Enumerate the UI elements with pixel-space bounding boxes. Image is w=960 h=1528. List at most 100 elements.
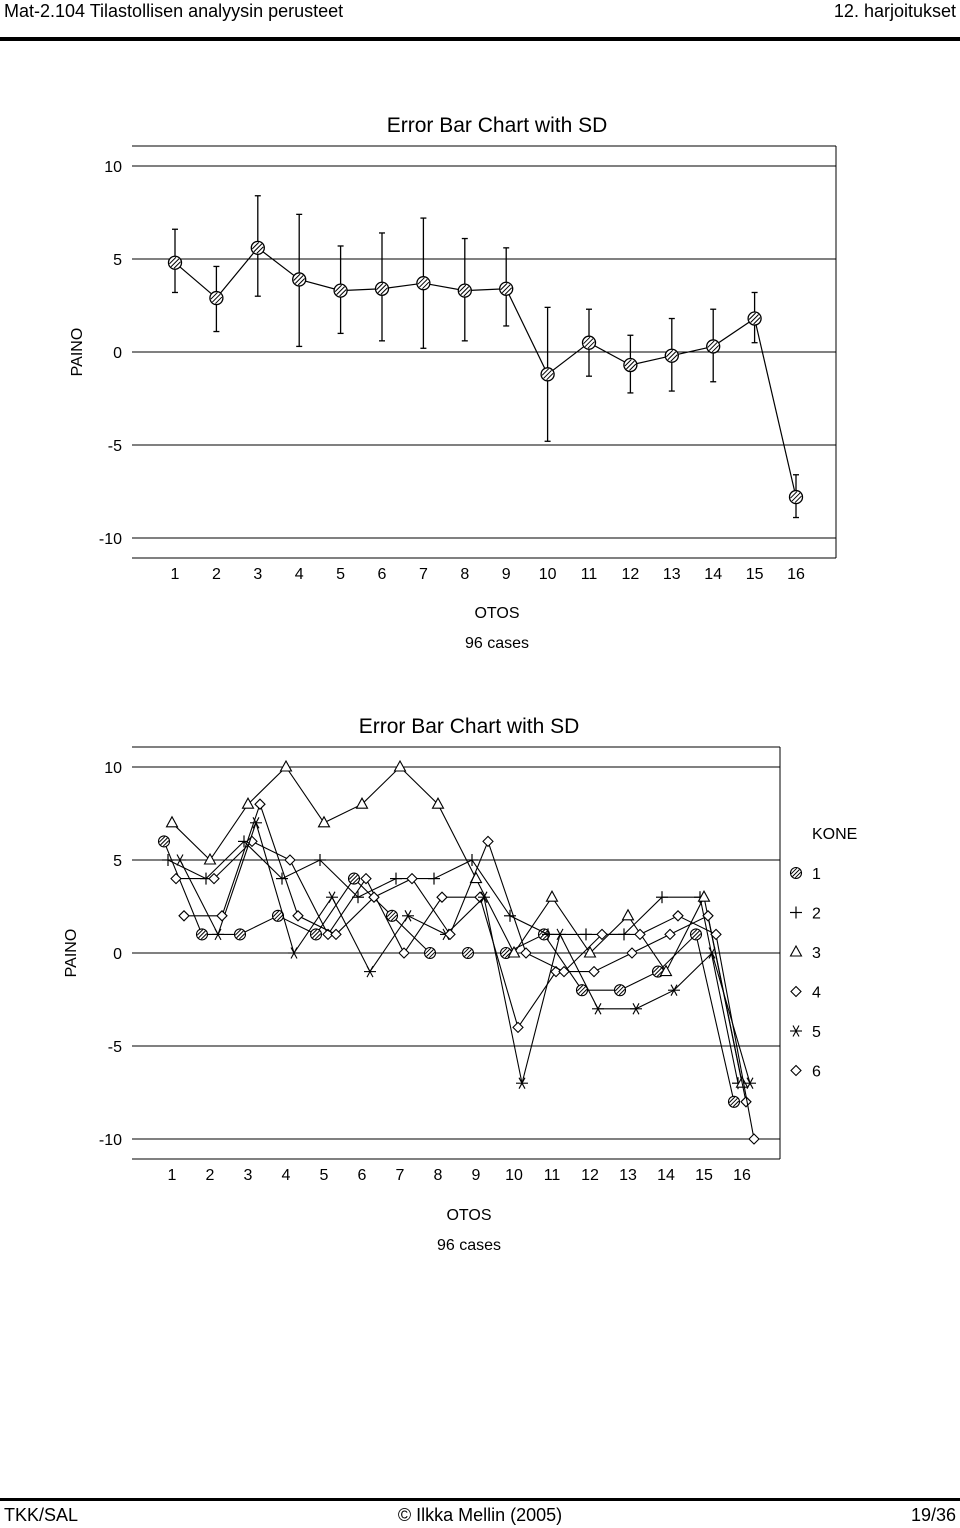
series-3-point: [355, 797, 369, 809]
series-6-point: [558, 965, 570, 978]
series-4-point: [208, 872, 220, 885]
mean-point: [664, 348, 679, 363]
series-2-point: [352, 891, 364, 904]
chart1-x-tick-label: 10: [539, 566, 557, 583]
series-5-point: [592, 1003, 604, 1015]
footer-divider: [0, 1498, 960, 1501]
series-1-point: [157, 835, 171, 848]
series-2-point: [504, 909, 516, 922]
series-4-point: [246, 835, 258, 848]
series-3-point: [203, 852, 217, 865]
legend-label-5: 5: [812, 1024, 821, 1041]
legend-marker-3: [789, 944, 803, 957]
chart1-x-tick-label: 11: [581, 566, 598, 583]
series-1-point: [347, 872, 361, 885]
series-1-point: [575, 984, 589, 997]
mean-line: [174, 247, 797, 498]
mean-point: [167, 255, 183, 270]
series-4-point: [398, 947, 410, 959]
header-course-title: Mat-2.104 Tilastollisen analyysin perust…: [4, 1, 344, 21]
chart1-y-tick-label: 5: [113, 252, 122, 269]
chart1-x-tick-label: 2: [212, 566, 221, 583]
series-5-point: [630, 1003, 642, 1015]
mean-point: [250, 240, 265, 255]
series-6-point: [216, 910, 228, 922]
series-4-line: [176, 840, 747, 1102]
chart1-case-count: 96 cases: [465, 635, 529, 652]
series-2-point: [466, 854, 478, 866]
series-4-point: [284, 854, 296, 866]
series-3-point: [317, 815, 331, 828]
series-2-point: [276, 872, 288, 885]
series-6-point: [520, 947, 532, 959]
chart2-x-tick-label: 3: [244, 1167, 253, 1184]
legend-marker-4: [790, 985, 802, 998]
series-6-point: [444, 928, 456, 941]
series-3-point: [241, 797, 255, 809]
chart2-x-tick-label: 8: [434, 1167, 443, 1184]
chart1-x-tick-label: 3: [253, 566, 262, 583]
series-6-point: [748, 1133, 760, 1145]
series-4-point: [512, 1021, 524, 1034]
series-1-point: [423, 946, 437, 960]
header-exercise-label: 12. harjoitukset: [833, 1, 956, 21]
chart1-y-tick-label: -5: [108, 438, 122, 455]
series-6-point: [672, 910, 684, 922]
series-1-point: [727, 1095, 741, 1108]
series-1-point: [613, 984, 627, 997]
mean-point: [747, 311, 762, 326]
mean-point: [623, 357, 638, 373]
series-5-point: [706, 947, 718, 959]
series-2-point: [656, 891, 668, 904]
series-3-point: [659, 964, 673, 977]
series-6-point: [292, 910, 304, 922]
legend-label-1: 1: [812, 866, 821, 883]
series-6-point: [406, 872, 418, 885]
series-5-point: [516, 1077, 528, 1089]
chart2-x-tick-label: 14: [657, 1167, 675, 1184]
series-5-point: [668, 984, 680, 996]
chart2-x-tick-label: 6: [358, 1167, 367, 1184]
series-6-point: [368, 891, 380, 903]
legend-marker-6: [790, 1064, 802, 1077]
series-4-point: [626, 947, 638, 959]
series-6-point: [330, 928, 342, 941]
series-5-point: [250, 817, 262, 829]
chart2-y-tick-label: 0: [113, 946, 122, 963]
chart1-x-tick-label: 4: [295, 566, 304, 583]
series-5-line: [179, 820, 751, 1084]
series-4-point: [664, 928, 676, 941]
series-2-point: [390, 872, 402, 885]
series-5-point: [326, 891, 338, 903]
mean-point: [209, 290, 224, 306]
series-3-point: [393, 759, 407, 772]
legend-label-3: 3: [812, 945, 821, 962]
series-2-point: [542, 928, 554, 941]
series-2-point: [314, 854, 326, 866]
mean-point: [333, 283, 348, 298]
chart2-y-axis-label: PAINO: [63, 929, 80, 978]
chart2-x-tick-label: 5: [320, 1167, 329, 1184]
chart1-y-tick-label: 0: [113, 345, 122, 362]
series-5-point: [744, 1077, 756, 1089]
series-3-point: [621, 908, 635, 921]
legend-marker-1: [789, 866, 803, 880]
chart1-x-tick-label: 13: [663, 566, 681, 583]
series-1-point: [195, 928, 209, 941]
series-6-line: [184, 802, 755, 1140]
chart1-x-tick-label: 12: [622, 566, 640, 583]
chart2-x-tick-label: 16: [733, 1167, 751, 1184]
series-1-point: [689, 928, 703, 941]
series-5-point: [478, 891, 490, 903]
series-3-line: [171, 766, 743, 1084]
series-4-point: [436, 891, 448, 903]
chart1-x-tick-label: 7: [419, 566, 428, 583]
chart1-x-tick-label: 9: [502, 566, 511, 583]
chart2-y-tick-label: -5: [108, 1039, 122, 1056]
chart1-x-tick-label: 6: [378, 566, 387, 583]
legend-label-6: 6: [812, 1064, 821, 1081]
series-6-point: [596, 928, 608, 941]
mean-point: [706, 339, 721, 354]
